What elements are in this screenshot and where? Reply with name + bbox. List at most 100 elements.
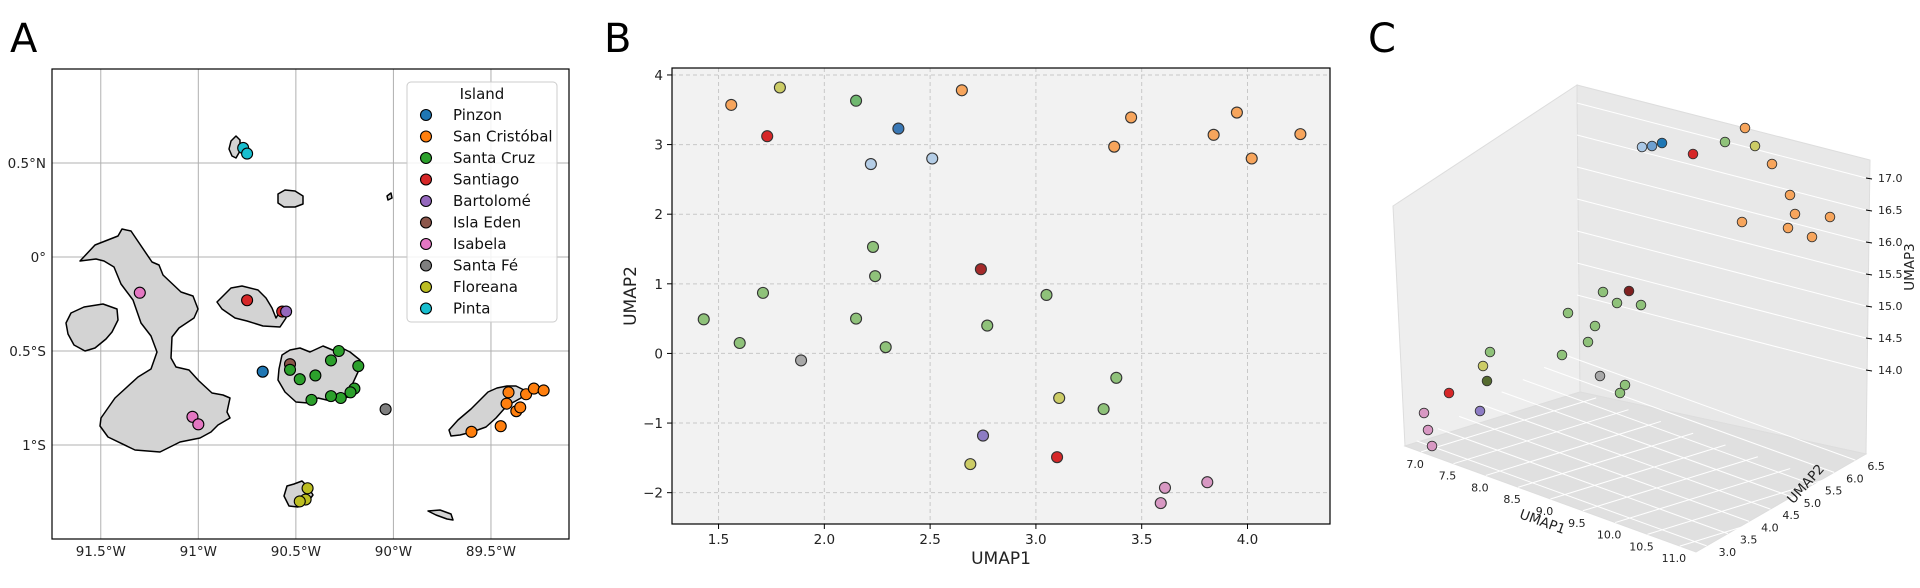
legend-label: San Cristóbal bbox=[453, 128, 553, 146]
umap2d-point bbox=[795, 354, 808, 367]
panel-label-a: A bbox=[10, 16, 38, 62]
legend-label: Santa Fé bbox=[453, 257, 518, 275]
islands bbox=[65, 135, 525, 521]
map-point bbox=[494, 420, 507, 433]
umap2d-point bbox=[964, 458, 977, 471]
umap3d-gridline-x bbox=[1421, 397, 1597, 453]
island-marchena bbox=[277, 189, 304, 208]
legend-label: Pinzon bbox=[453, 106, 502, 124]
umap2d-point bbox=[1125, 111, 1138, 124]
map-point bbox=[192, 418, 205, 431]
map-panel: 91.5°W 91°W 90.5°W 90°W 89.5°W 0.5°N 0° 0.5°S 1°… bbox=[8, 68, 570, 560]
umap3d-point bbox=[1614, 387, 1626, 399]
legend-marker bbox=[419, 151, 433, 165]
umap3d-ytick-label: 3.5 bbox=[1740, 534, 1758, 547]
map-point bbox=[502, 386, 515, 399]
umap2d-frame bbox=[671, 67, 1331, 525]
umap3d-point bbox=[1749, 140, 1761, 152]
umap2d-ytick-label: −1 bbox=[643, 416, 663, 432]
map-ytick-label: 0.5°S bbox=[9, 344, 46, 360]
umap2d-point bbox=[1040, 288, 1053, 302]
umap3d-ticks: 7.0 7.5 8.0 8.5 9.0 9.5 10.0 10.5 11.0 3.03.54.04… bbox=[1406, 172, 1902, 565]
umap2d-xtick-label: 2.5 bbox=[919, 532, 940, 548]
umap2d-point bbox=[756, 286, 770, 299]
umap3d-gridline-x bbox=[1453, 409, 1629, 465]
umap3d-ytick-label: 3.0 bbox=[1719, 546, 1737, 559]
umap3d-gridline-z bbox=[1576, 262, 1867, 339]
umap2d-point bbox=[866, 240, 880, 253]
umap3d-xtick-label: 9.0 bbox=[1536, 505, 1554, 518]
legend-label: Santiago bbox=[453, 171, 519, 189]
umap3d-point bbox=[1594, 370, 1606, 382]
umap2d-point bbox=[773, 81, 786, 94]
map-point bbox=[332, 344, 345, 358]
umap3d-grid bbox=[1416, 102, 1867, 547]
umap3d-gridline-z bbox=[1576, 294, 1867, 371]
legend-marker bbox=[419, 237, 433, 251]
map-point bbox=[256, 365, 269, 378]
umap2d-ytick-label: 1 bbox=[654, 277, 663, 293]
umap3d-gridline-z bbox=[1576, 198, 1867, 275]
umap3d-point bbox=[1589, 320, 1601, 332]
umap3d-gridline-x bbox=[1518, 432, 1694, 488]
umap3d-point bbox=[1789, 208, 1801, 220]
umap2d-point bbox=[1294, 128, 1307, 141]
map-point bbox=[537, 384, 550, 397]
map-point bbox=[283, 363, 297, 376]
umap3d-gridline-z bbox=[1576, 230, 1867, 307]
umap2d-xtick-label: 3.0 bbox=[1025, 532, 1046, 548]
pane-left bbox=[1392, 84, 1581, 447]
umap3d-ztick bbox=[1865, 273, 1873, 276]
umap3d-point bbox=[1806, 231, 1818, 243]
legend-marker bbox=[419, 302, 433, 315]
map-ytick-label: 0° bbox=[31, 250, 46, 266]
umap2d-ytick-label: 4 bbox=[654, 68, 663, 84]
umap2d-xlabel: UMAP1 bbox=[971, 549, 1031, 569]
umap3d-point bbox=[1484, 346, 1496, 358]
map-point bbox=[293, 495, 306, 508]
umap3d-point bbox=[1477, 360, 1489, 372]
umap2d-point bbox=[761, 130, 774, 143]
umap3d-point bbox=[1824, 211, 1836, 223]
umap3d-xtick-label: 9.5 bbox=[1568, 517, 1586, 530]
umap2d-point bbox=[1053, 391, 1066, 405]
map-point bbox=[352, 359, 365, 373]
umap2d-point bbox=[955, 84, 968, 97]
umap3d-point bbox=[1562, 307, 1574, 319]
umap3d-ztick bbox=[1865, 241, 1873, 244]
umap3d-ztick bbox=[1865, 337, 1873, 340]
umap3d-gridline-x bbox=[1647, 479, 1823, 535]
umap2d-point bbox=[892, 122, 905, 135]
umap3d-point bbox=[1422, 424, 1434, 436]
umap3d-point bbox=[1443, 387, 1455, 399]
umap3d-point bbox=[1636, 141, 1648, 153]
umap2d-point bbox=[864, 158, 877, 171]
umap3d-gridline-x bbox=[1582, 456, 1758, 512]
legend-label: Isabela bbox=[453, 235, 507, 253]
map-point bbox=[309, 369, 322, 382]
umap3d-ytick-label: 4.5 bbox=[1782, 509, 1800, 522]
map-ytick-label: 0.5°N bbox=[8, 156, 46, 172]
umap2d-point bbox=[869, 270, 882, 283]
umap3d-gridline-y bbox=[1480, 403, 1771, 510]
umap2d-point bbox=[976, 429, 990, 442]
umap3d-point bbox=[1635, 299, 1647, 311]
umap3d-ytick-label: 6.0 bbox=[1846, 472, 1864, 485]
umap2d-point bbox=[1158, 481, 1172, 494]
panel-label-c: C bbox=[1368, 16, 1396, 62]
umap3d-point bbox=[1646, 140, 1658, 152]
map-point bbox=[500, 397, 513, 410]
legend-label: Floreana bbox=[453, 278, 518, 296]
map-point bbox=[280, 305, 293, 318]
umap3d-gridline-y bbox=[1565, 354, 1856, 461]
umap2d-ytick-label: 2 bbox=[654, 207, 663, 223]
umap2d-point bbox=[697, 313, 710, 326]
map-xtick-label: 90.5°W bbox=[271, 544, 321, 560]
umap2d-xtick-label: 1.5 bbox=[708, 532, 729, 548]
umap2d-ylabel: UMAP2 bbox=[621, 266, 641, 326]
umap2d-point bbox=[974, 263, 987, 276]
umap3d-point bbox=[1418, 407, 1430, 419]
umap3d-gridline-y bbox=[1501, 391, 1792, 498]
umap2d-background bbox=[672, 68, 1330, 524]
